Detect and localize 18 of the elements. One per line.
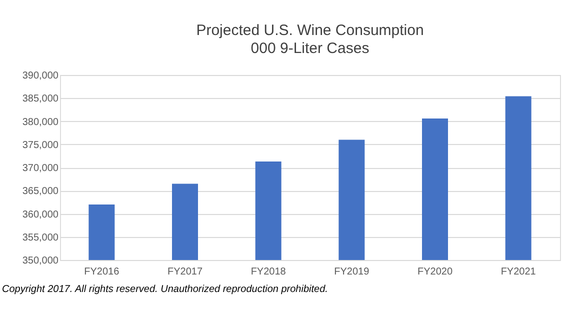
x-tick-label: FY2019	[334, 266, 370, 278]
x-tick-label: FY2016	[84, 266, 120, 278]
y-tick-label: 385,000	[22, 94, 59, 105]
chart-title: Projected U.S. Wine Consumption	[196, 22, 424, 39]
x-tick-label: FY2018	[250, 266, 286, 278]
y-tick-label: 350,000	[22, 256, 59, 266]
x-tick-label: FY2021	[500, 266, 536, 278]
y-tick-label: 360,000	[22, 209, 59, 220]
y-tick-label: 380,000	[22, 116, 59, 128]
y-tick-label: 370,000	[22, 163, 59, 174]
x-tick-label: FY2020	[417, 266, 453, 278]
y-tick-label: 365,000	[22, 186, 59, 198]
y-tick-label: 355,000	[22, 232, 59, 244]
chart-subtitle: 000 9-Liter Cases	[250, 40, 370, 57]
text: Copyright 2017. All rights reserved. Unauthorized reproduction prohibited.	[2, 284, 328, 295]
y-tick-label: 375,000	[22, 140, 59, 151]
x-tick-label: FY2017	[167, 266, 203, 278]
y-tick-label: 390,000	[22, 70, 59, 82]
